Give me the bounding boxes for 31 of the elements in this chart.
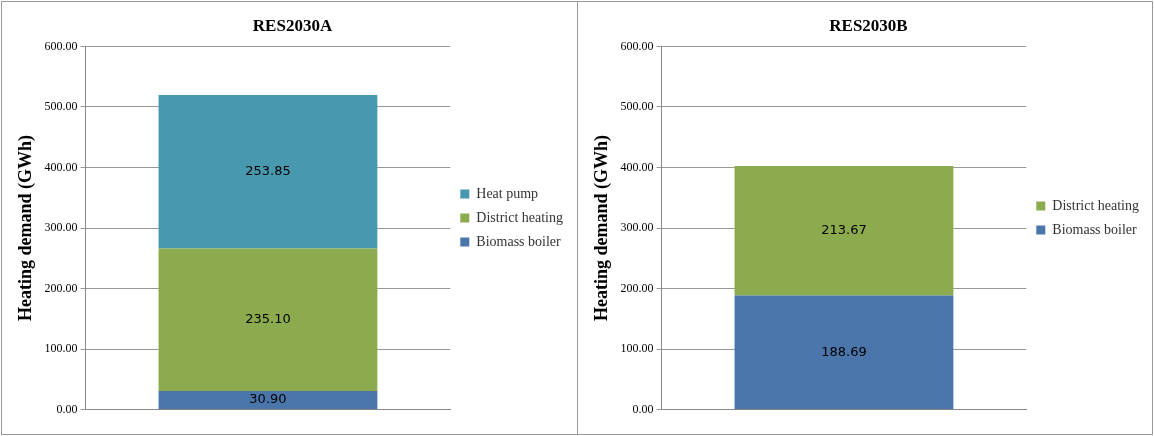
legend-label: Heat pump xyxy=(476,185,539,201)
data-label: 213.67 xyxy=(821,222,867,238)
data-label: 188.69 xyxy=(821,343,867,359)
y-tick-label: 200.00 xyxy=(620,280,654,295)
chart-title: RES2030A xyxy=(252,15,333,35)
y-axis-title: Heating demand (GWh) xyxy=(591,134,613,322)
bar xyxy=(158,248,378,391)
y-tick-label: 500.00 xyxy=(620,99,654,114)
y-tick-label: 500.00 xyxy=(44,99,78,114)
y-tick-label: 300.00 xyxy=(44,220,78,235)
y-tick-label: 300.00 xyxy=(620,220,654,235)
y-tick-label: 100.00 xyxy=(44,341,78,356)
y-tick-label: 0.00 xyxy=(56,401,78,416)
y-tick-label: 100.00 xyxy=(620,341,654,356)
data-label: 30.90 xyxy=(249,391,287,407)
legend-label: Biomass boiler xyxy=(1052,221,1138,237)
y-tick-label: 600.00 xyxy=(44,38,78,53)
chart-title: RES2030B xyxy=(829,15,908,35)
data-label: 235.10 xyxy=(245,311,291,327)
y-tick-label: 200.00 xyxy=(44,280,78,295)
data-label: 253.85 xyxy=(245,163,291,179)
y-axis-title: Heating demand (GWh) xyxy=(15,134,37,322)
y-tick-label: 0.00 xyxy=(632,401,654,416)
legend-label: District heating xyxy=(476,209,563,225)
y-tick-label: 600.00 xyxy=(620,38,654,53)
y-tick-label: 400.00 xyxy=(44,159,78,174)
legend-label: Biomass boiler xyxy=(476,233,562,249)
y-tick-label: 400.00 xyxy=(620,159,654,174)
legend-label: District heating xyxy=(1052,197,1139,213)
bar xyxy=(158,390,378,410)
bar xyxy=(158,94,378,249)
